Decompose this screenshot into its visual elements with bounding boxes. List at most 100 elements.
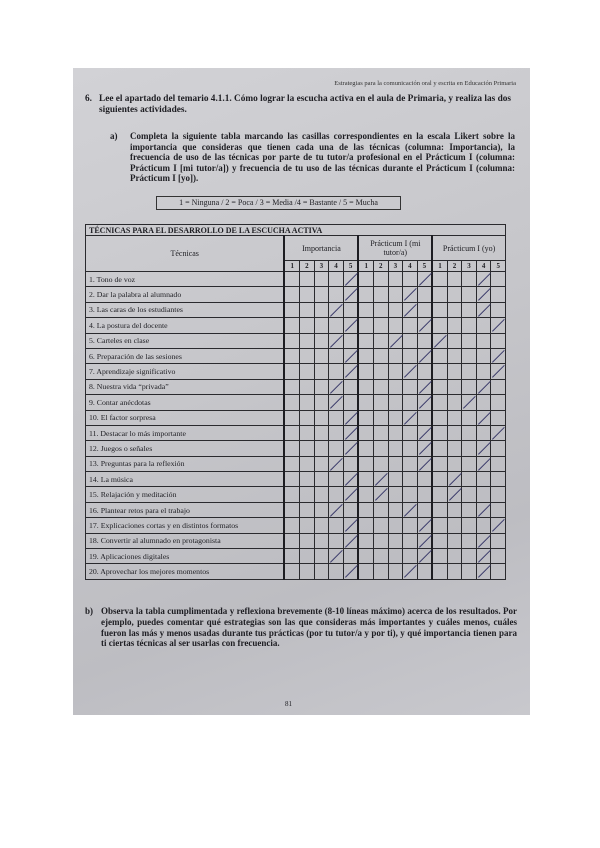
tutor-cell-5[interactable] [416, 440, 433, 457]
tutor-cell-5[interactable] [416, 548, 433, 565]
tutor-cell-1[interactable] [357, 563, 375, 580]
yo-cell-3[interactable] [461, 394, 477, 411]
tutor-cell-3[interactable] [387, 347, 404, 365]
importancia-cell-5[interactable] [342, 517, 359, 534]
tutor-cell-4[interactable] [402, 424, 418, 442]
importancia-cell-1[interactable] [283, 563, 301, 580]
importancia-cell-3[interactable] [313, 409, 330, 426]
tutor-cell-4[interactable] [402, 347, 418, 365]
importancia-cell-4[interactable] [328, 286, 344, 303]
tutor-cell-5[interactable] [416, 563, 433, 580]
yo-cell-4[interactable] [475, 317, 492, 334]
importancia-cell-5[interactable] [342, 471, 359, 488]
tutor-cell-3[interactable] [387, 517, 404, 534]
importancia-cell-2[interactable] [299, 301, 315, 319]
yo-cell-4[interactable] [475, 424, 492, 442]
tutor-cell-5[interactable] [416, 286, 433, 303]
importancia-cell-4[interactable] [328, 332, 344, 349]
yo-cell-3[interactable] [461, 501, 477, 519]
tutor-cell-1[interactable] [357, 409, 375, 426]
tutor-cell-5[interactable] [416, 394, 433, 411]
yo-cell-3[interactable] [461, 378, 477, 396]
yo-cell-2[interactable] [446, 363, 463, 380]
importancia-cell-5[interactable] [342, 363, 359, 380]
importancia-cell-5[interactable] [342, 301, 359, 319]
tutor-cell-4[interactable] [402, 332, 418, 349]
importancia-cell-1[interactable] [283, 347, 301, 365]
yo-cell-2[interactable] [446, 517, 463, 534]
importancia-cell-1[interactable] [283, 363, 301, 380]
tutor-cell-3[interactable] [387, 532, 404, 550]
tutor-cell-1[interactable] [357, 363, 375, 380]
yo-cell-3[interactable] [461, 486, 477, 503]
tutor-cell-4[interactable] [402, 471, 418, 488]
tutor-cell-1[interactable] [357, 332, 375, 349]
importancia-cell-1[interactable] [283, 532, 301, 550]
importancia-cell-1[interactable] [283, 270, 301, 288]
tutor-cell-3[interactable] [387, 317, 404, 334]
importancia-cell-4[interactable] [328, 548, 344, 565]
importancia-cell-5[interactable] [342, 378, 359, 396]
yo-cell-3[interactable] [461, 548, 477, 565]
yo-cell-1[interactable] [431, 286, 448, 303]
tutor-cell-5[interactable] [416, 332, 433, 349]
yo-cell-3[interactable] [461, 532, 477, 550]
importancia-cell-3[interactable] [313, 347, 330, 365]
yo-cell-4[interactable] [475, 517, 492, 534]
tutor-cell-2[interactable] [373, 317, 389, 334]
yo-cell-3[interactable] [461, 317, 477, 334]
tutor-cell-5[interactable] [416, 363, 433, 380]
importancia-cell-5[interactable] [342, 440, 359, 457]
yo-cell-3[interactable] [461, 347, 477, 365]
importancia-cell-2[interactable] [299, 394, 315, 411]
importancia-cell-2[interactable] [299, 440, 315, 457]
tutor-cell-2[interactable] [373, 363, 389, 380]
tutor-cell-5[interactable] [416, 270, 433, 288]
yo-cell-5[interactable] [490, 363, 506, 380]
importancia-cell-1[interactable] [283, 517, 301, 534]
yo-cell-5[interactable] [490, 378, 506, 396]
tutor-cell-5[interactable] [416, 517, 433, 534]
yo-cell-4[interactable] [475, 471, 492, 488]
yo-cell-5[interactable] [490, 394, 506, 411]
yo-cell-5[interactable] [490, 486, 506, 503]
tutor-cell-1[interactable] [357, 301, 375, 319]
yo-cell-2[interactable] [446, 486, 463, 503]
yo-cell-2[interactable] [446, 501, 463, 519]
tutor-cell-5[interactable] [416, 347, 433, 365]
yo-cell-3[interactable] [461, 563, 477, 580]
tutor-cell-4[interactable] [402, 517, 418, 534]
tutor-cell-2[interactable] [373, 440, 389, 457]
importancia-cell-1[interactable] [283, 548, 301, 565]
yo-cell-4[interactable] [475, 532, 492, 550]
importancia-cell-5[interactable] [342, 532, 359, 550]
yo-cell-5[interactable] [490, 347, 506, 365]
yo-cell-4[interactable] [475, 394, 492, 411]
yo-cell-2[interactable] [446, 409, 463, 426]
tutor-cell-2[interactable] [373, 409, 389, 426]
importancia-cell-2[interactable] [299, 270, 315, 288]
yo-cell-2[interactable] [446, 270, 463, 288]
tutor-cell-1[interactable] [357, 486, 375, 503]
tutor-cell-2[interactable] [373, 332, 389, 349]
tutor-cell-3[interactable] [387, 424, 404, 442]
importancia-cell-3[interactable] [313, 563, 330, 580]
importancia-cell-1[interactable] [283, 301, 301, 319]
importancia-cell-2[interactable] [299, 286, 315, 303]
yo-cell-4[interactable] [475, 378, 492, 396]
importancia-cell-1[interactable] [283, 455, 301, 473]
tutor-cell-2[interactable] [373, 486, 389, 503]
tutor-cell-2[interactable] [373, 347, 389, 365]
importancia-cell-5[interactable] [342, 424, 359, 442]
yo-cell-2[interactable] [446, 548, 463, 565]
importancia-cell-4[interactable] [328, 378, 344, 396]
tutor-cell-3[interactable] [387, 270, 404, 288]
tutor-cell-3[interactable] [387, 486, 404, 503]
tutor-cell-1[interactable] [357, 517, 375, 534]
tutor-cell-1[interactable] [357, 440, 375, 457]
yo-cell-5[interactable] [490, 317, 506, 334]
yo-cell-2[interactable] [446, 471, 463, 488]
tutor-cell-4[interactable] [402, 548, 418, 565]
importancia-cell-3[interactable] [313, 501, 330, 519]
importancia-cell-1[interactable] [283, 501, 301, 519]
